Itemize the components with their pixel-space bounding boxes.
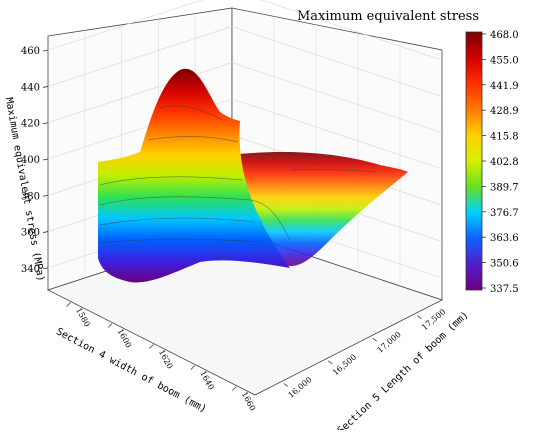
chart-title: Maximum equivalent stress [297,9,479,24]
colorbar-tick-label: 428.9 [490,106,519,117]
colorbar-tick-label: 415.8 [490,132,519,143]
x-tick-mark [66,302,71,307]
x-tick-mark [107,323,113,328]
z-tick-mark [42,231,49,233]
colorbar-tick-label: 455.0 [490,55,519,66]
x-tick-mark [149,344,154,349]
grid-line [231,62,443,133]
z-tick-label: 460 [21,46,40,57]
grid-line [47,0,203,51]
z-axis: 340 360 380 400 420 440 460 [21,46,49,275]
colorbar-ticks: 468.0 455.0 441.9 428.9 415.8 402.8 389.7 376.7… [482,30,519,295]
colorbar-tick-label: 389.7 [490,182,519,193]
surface-main-sheet [98,68,290,283]
contour-line [147,136,239,143]
grid-line [47,62,233,123]
y-tick-mark [283,383,288,387]
surface-right-sheet [230,152,408,266]
contour-lines [99,105,376,244]
contour-line [159,105,223,121]
contour-line [289,168,376,173]
z-tick-label: 380 [21,191,40,202]
contour-line [99,238,263,244]
contour-line [99,176,243,186]
z-tick-mark [42,49,49,52]
colorbar-tick-label: 402.8 [490,157,519,168]
colorbar-tick-label: 337.5 [490,284,519,295]
z-tick-mark [42,158,49,161]
grid-line [260,0,443,61]
contour-line [99,196,291,241]
x-tick-mark [232,386,237,391]
z-tick-mark [42,267,49,270]
z-tick-mark [42,194,49,197]
y-tick-mark [372,337,378,342]
colorbar-tick-label: 468.0 [490,30,519,41]
colorbar-tick-label: 363.6 [490,233,519,244]
grid-line [47,26,233,87]
grid-line [231,26,443,97]
y-tick-mark [327,360,333,365]
z-tick-label: 440 [21,82,40,93]
y-tick-mark [417,315,422,319]
z-tick-label: 340 [21,264,40,275]
z-tick-label: 420 [21,119,40,130]
contour-line [99,217,256,226]
z-tick-mark [42,86,49,88]
colorbar-tick-label: 376.7 [490,208,519,219]
z-tick-mark [42,122,49,125]
y-tick-label: 16,000 [286,375,313,400]
y-tick-label: 16,500 [331,352,358,377]
z-tick-label: 360 [21,228,40,239]
z-tick-label: 400 [21,155,40,166]
grid-lines [47,0,443,286]
colorbar: 468.0 455.0 441.9 428.9 415.8 402.8 389.7 376.7… [465,30,519,295]
y-tick-label: 17,000 [376,330,403,355]
grid-line [231,98,443,170]
stress-surface [98,68,408,283]
x-tick-mark [190,365,196,370]
colorbar-tick-label: 441.9 [490,81,519,92]
colorbar-gradient [465,31,483,291]
colorbar-tick-label: 350.6 [490,259,519,270]
